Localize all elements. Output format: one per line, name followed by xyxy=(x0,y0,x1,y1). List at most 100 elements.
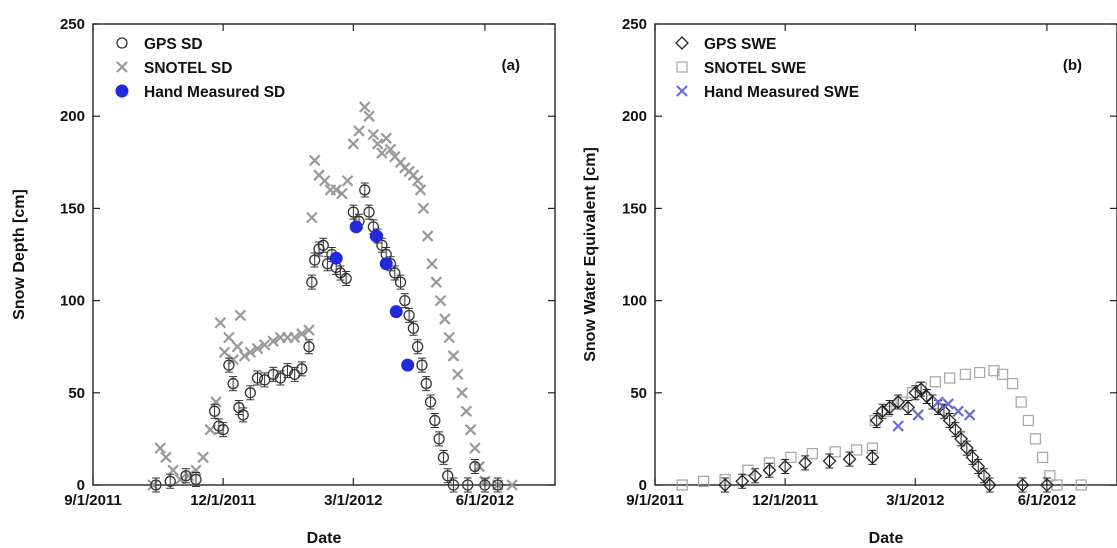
legend-marker xyxy=(116,37,128,49)
data-point xyxy=(959,441,974,456)
data-point xyxy=(785,451,797,463)
data-point xyxy=(1015,478,1030,492)
data-point xyxy=(697,475,710,487)
data-point xyxy=(842,452,857,467)
data-point xyxy=(430,276,443,288)
data-point xyxy=(363,206,375,218)
data-point xyxy=(1015,396,1027,408)
data-point xyxy=(223,331,235,344)
data-point xyxy=(420,377,432,390)
data-point xyxy=(380,132,392,145)
data-point xyxy=(469,442,481,454)
data-point xyxy=(988,365,1000,377)
data-point xyxy=(296,363,308,375)
data-point xyxy=(281,365,294,377)
y-tick-label: 100 xyxy=(622,293,647,310)
data-point xyxy=(944,372,956,384)
data-point xyxy=(433,433,445,445)
data-point xyxy=(251,372,264,384)
data-point xyxy=(996,368,1009,381)
data-point xyxy=(447,479,460,491)
data-point xyxy=(948,422,963,437)
data-point xyxy=(434,294,447,307)
y-tick-label: 250 xyxy=(60,16,85,33)
legend-label: SNOTEL SD xyxy=(144,60,232,77)
data-point xyxy=(376,239,388,251)
data-point xyxy=(210,396,222,408)
data-point xyxy=(330,184,342,196)
data-point xyxy=(718,478,733,492)
data-point xyxy=(822,454,837,468)
data-point xyxy=(460,405,473,418)
chart-panel-a: 0 50 100 150 200 250 9/1/2011 12/1/2011 3/1/2012… xyxy=(11,16,556,547)
data-point xyxy=(932,396,944,408)
data-point xyxy=(506,479,518,491)
x-axis-label: Date xyxy=(869,530,904,547)
data-point xyxy=(258,339,271,351)
legend-label: Hand Measured SD xyxy=(144,84,285,101)
data-point xyxy=(424,396,437,408)
data-point xyxy=(437,451,450,463)
data-point xyxy=(977,468,991,483)
data-point xyxy=(914,382,928,397)
data-point xyxy=(227,353,239,366)
data-point xyxy=(363,110,375,122)
data-point xyxy=(359,184,371,196)
data-point xyxy=(336,187,348,200)
y-tick-label: 150 xyxy=(622,200,647,217)
data-point xyxy=(376,147,388,159)
y-axis-label: Snow Depth [cm] xyxy=(11,189,28,320)
data-point xyxy=(1044,470,1056,482)
x-tick-label: 9/1/2011 xyxy=(626,492,684,509)
data-point xyxy=(150,479,162,491)
data-point xyxy=(942,413,957,428)
data-point xyxy=(244,346,257,359)
data-point xyxy=(912,409,924,421)
data-point xyxy=(982,478,997,492)
y-axis-label: Snow Water Equivalent [cm] xyxy=(582,147,599,362)
data-point xyxy=(469,460,481,473)
data-point xyxy=(208,405,221,417)
data-point xyxy=(258,374,271,386)
data-point xyxy=(411,174,424,187)
data-point xyxy=(974,366,986,379)
data-point xyxy=(197,451,209,464)
data-point xyxy=(1075,479,1087,491)
data-point xyxy=(389,305,403,319)
data-point xyxy=(952,405,965,418)
plot-frame xyxy=(654,23,1117,486)
data-point xyxy=(401,358,415,372)
data-point xyxy=(1051,479,1063,491)
chart-panel-b: 0 50 100 150 200 250 9/1/2011 12/1/2011 3/1/2012… xyxy=(582,16,1117,547)
data-point xyxy=(891,395,906,409)
series-snotel-sd xyxy=(147,101,518,491)
data-point xyxy=(676,479,688,491)
legend-label: GPS SWE xyxy=(704,36,776,53)
error-bar xyxy=(765,462,774,478)
data-point xyxy=(214,316,227,329)
data-point xyxy=(464,423,477,436)
error-bar xyxy=(894,394,903,410)
data-point xyxy=(306,211,318,224)
data-point xyxy=(237,409,249,421)
data-point xyxy=(762,463,777,478)
data-point xyxy=(439,313,451,325)
error-bar xyxy=(878,403,887,419)
data-point xyxy=(875,404,890,419)
data-point xyxy=(462,479,474,491)
data-point xyxy=(347,138,360,150)
data-point xyxy=(901,400,916,415)
data-point xyxy=(267,335,280,347)
error-bar xyxy=(1018,477,1027,493)
data-point xyxy=(403,309,415,322)
y-tick-label: 150 xyxy=(60,200,85,217)
panel-label: (a) xyxy=(502,57,520,74)
data-point xyxy=(937,404,951,419)
data-point xyxy=(798,455,813,470)
error-bar xyxy=(845,451,854,467)
data-point xyxy=(479,479,491,491)
data-point xyxy=(231,340,244,353)
legend-label: GPS SD xyxy=(144,36,203,53)
x-tick-label: 3/1/2012 xyxy=(324,492,382,509)
data-point xyxy=(303,324,315,336)
